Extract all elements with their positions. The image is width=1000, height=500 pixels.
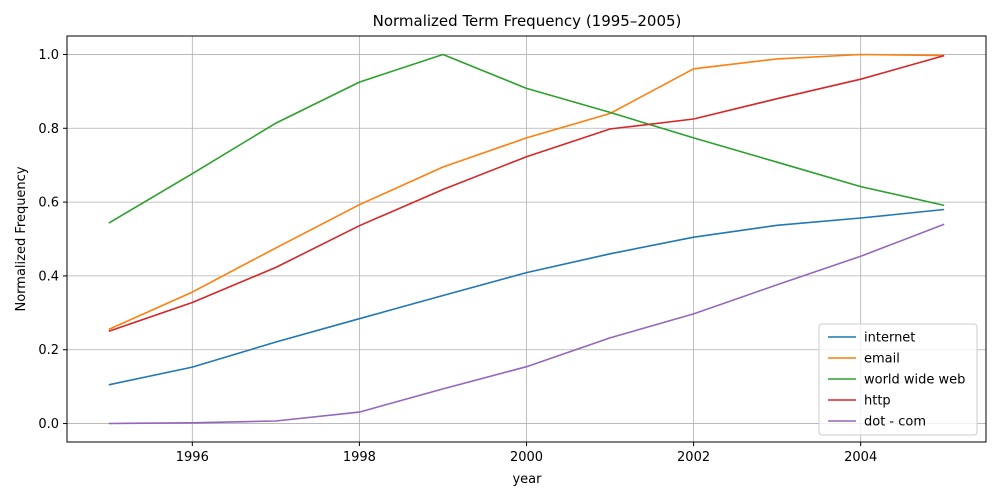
- y-axis-ticks: 0.0 0.2 0.4 0.6 0.8 1.0: [38, 48, 67, 432]
- legend-label: email: [864, 352, 900, 367]
- series-line-internet: [108, 208, 945, 386]
- x-axis-label: year: [512, 472, 542, 487]
- legend-box: [818, 323, 978, 436]
- chart-title: Normalized Term Frequency (1995–2005): [373, 12, 682, 30]
- y-tick-label: 0.2: [38, 343, 59, 358]
- series-lines: [108, 53, 945, 425]
- legend-label: dot - com: [864, 415, 926, 430]
- y-tick-label: 0.8: [38, 122, 59, 137]
- y-tick-label: 1.0: [38, 48, 59, 63]
- x-tick-label: 1998: [343, 450, 376, 465]
- y-axis-label: Normalized Frequency: [14, 166, 29, 311]
- x-axis-ticks: 1996 1998 2000 2002 2004: [176, 442, 877, 465]
- x-tick-label: 1996: [176, 450, 209, 465]
- legend-label: world wide web: [864, 373, 965, 388]
- y-tick-label: 0.6: [38, 196, 59, 211]
- x-tick-label: 2002: [677, 450, 710, 465]
- legend: internet email world wide web http dot - com: [818, 323, 978, 436]
- legend-label: http: [864, 394, 891, 409]
- y-tick-label: 0.4: [38, 269, 59, 284]
- grid: [67, 36, 986, 442]
- legend-label: internet: [864, 331, 915, 346]
- series-line-email: [108, 53, 945, 331]
- series-line-world-wide-web: [108, 53, 945, 224]
- y-tick-label: 0.0: [38, 417, 59, 432]
- x-tick-label: 2000: [510, 450, 543, 465]
- series-line-dot-com: [108, 223, 945, 425]
- series-line-http: [108, 54, 945, 333]
- x-tick-label: 2004: [844, 450, 877, 465]
